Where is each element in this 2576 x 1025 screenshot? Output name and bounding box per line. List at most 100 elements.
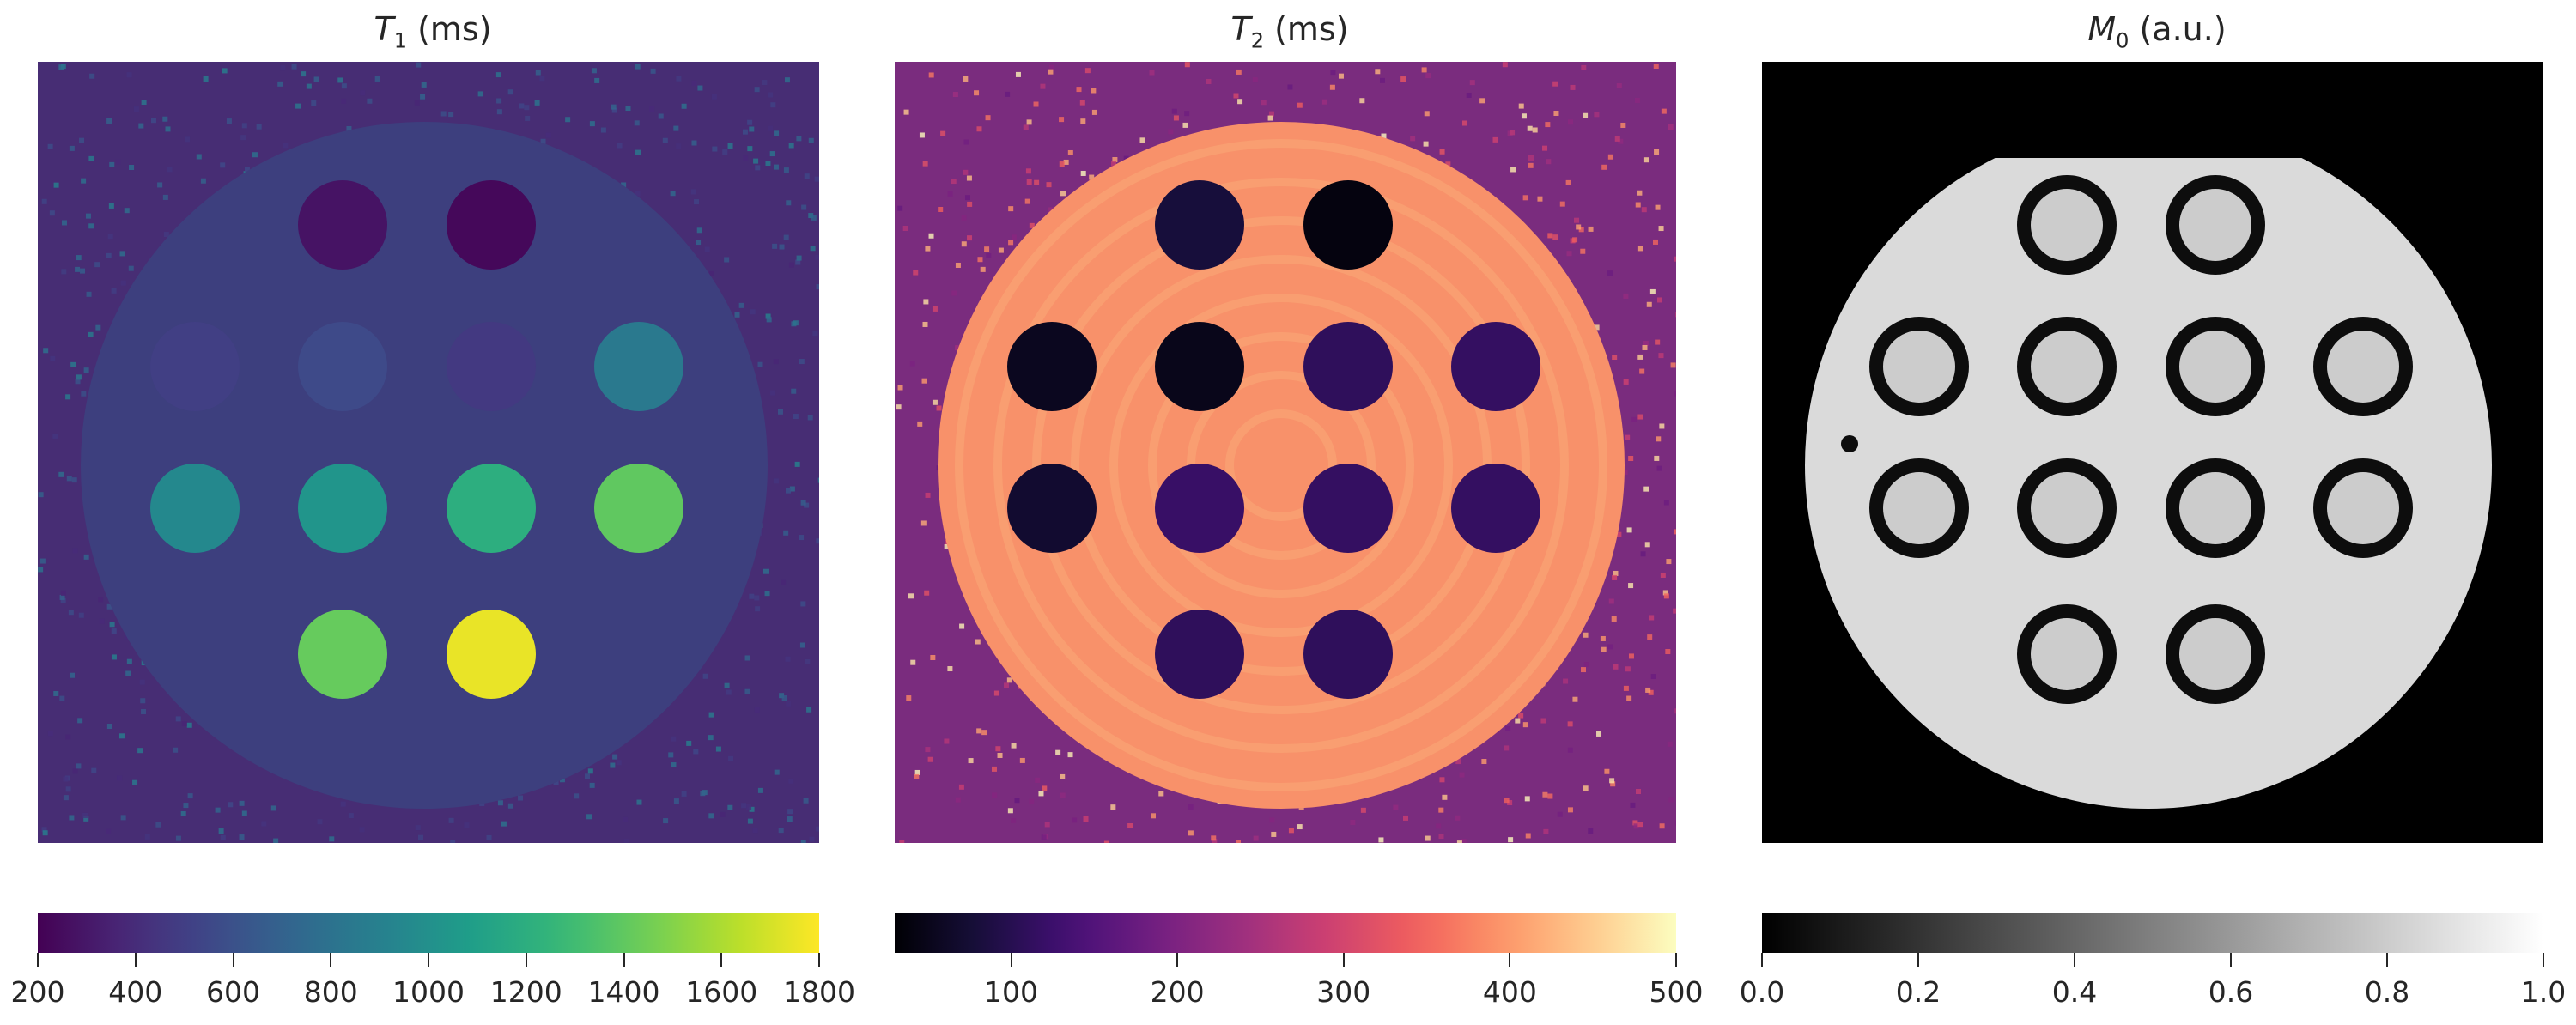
noise-speck — [106, 252, 112, 258]
noise-speck — [1029, 222, 1035, 228]
noise-speck — [144, 834, 150, 840]
noise-speck — [1375, 69, 1381, 75]
noise-speck — [1436, 823, 1442, 829]
noise-speck — [1505, 725, 1511, 731]
vial-r1-c2 — [2017, 175, 2117, 275]
noise-speck — [594, 77, 600, 83]
noise-speck — [899, 840, 905, 843]
noise-speck — [720, 811, 726, 817]
noise-speck — [1455, 759, 1461, 765]
noise-speck — [1559, 201, 1565, 207]
noise-speck — [341, 98, 347, 104]
noise-speck — [477, 91, 483, 97]
noise-speck — [507, 803, 513, 809]
colorbar-tick-label: 0.2 — [1895, 975, 1941, 1009]
noise-speck — [1393, 804, 1399, 810]
noise-speck — [1663, 500, 1669, 506]
noise-speck — [185, 136, 191, 143]
noise-speck — [785, 488, 791, 494]
noise-speck — [617, 143, 623, 149]
noise-speck — [79, 137, 85, 143]
vial-r2-c1 — [1869, 317, 1969, 416]
noise-speck — [1567, 807, 1573, 813]
noise-speck — [215, 807, 221, 813]
noise-speck — [162, 116, 168, 122]
noise-speck — [65, 786, 71, 792]
noise-speck — [1674, 820, 1676, 826]
noise-speck — [1424, 111, 1430, 117]
vial-r3-c1 — [1869, 458, 1969, 558]
noise-speck — [611, 107, 617, 113]
noise-speck — [1007, 808, 1013, 814]
vial-r2-c3 — [1303, 322, 1393, 411]
noise-speck — [1182, 122, 1188, 128]
noise-speck — [589, 121, 595, 127]
noise-speck — [1492, 136, 1498, 143]
noise-speck — [180, 810, 186, 816]
noise-speck — [1642, 344, 1648, 350]
noise-speck — [995, 746, 1001, 752]
noise-speck — [141, 99, 147, 105]
noise-speck — [163, 232, 169, 238]
noise-speck — [1184, 62, 1190, 68]
noise-speck — [1479, 98, 1485, 104]
noise-speck — [1188, 804, 1194, 810]
noise-speck — [141, 708, 147, 714]
noise-speck — [686, 740, 692, 746]
noise-speck — [1522, 195, 1528, 201]
noise-speck — [1581, 64, 1587, 70]
noise-speck — [1015, 71, 1021, 77]
noise-speck — [796, 136, 802, 142]
noise-speck — [106, 724, 112, 730]
noise-speck — [815, 254, 819, 260]
vial-r3-c1 — [1007, 464, 1097, 553]
noise-speck — [1110, 804, 1116, 810]
noise-speck — [1553, 110, 1559, 116]
noise-speck — [1596, 731, 1602, 737]
noise-speck — [1067, 752, 1073, 758]
noise-speck — [1048, 64, 1054, 70]
noise-speck — [795, 259, 801, 265]
noise-speck — [788, 143, 794, 149]
noise-speck — [280, 65, 286, 71]
noise-speck — [1023, 124, 1029, 130]
noise-speck — [1545, 122, 1551, 128]
noise-speck — [808, 213, 814, 219]
noise-speck — [1525, 833, 1531, 839]
noise-speck — [1438, 807, 1444, 813]
noise-speck — [1041, 834, 1047, 840]
noise-speck — [1425, 73, 1431, 79]
noise-speck — [88, 223, 94, 229]
noise-speck — [708, 270, 714, 276]
noise-speck — [770, 102, 776, 108]
m0-colorbar — [1762, 913, 2543, 953]
noise-speck — [1400, 76, 1406, 82]
noise-speck — [270, 805, 276, 811]
noise-speck — [1084, 68, 1091, 74]
noise-speck — [777, 409, 783, 415]
noise-speck — [1537, 196, 1543, 202]
noise-speck — [1006, 677, 1012, 683]
noise-speck — [1632, 820, 1638, 826]
noise-speck — [1637, 246, 1643, 252]
noise-speck — [804, 502, 810, 508]
noise-speck — [803, 798, 809, 804]
noise-speck — [787, 809, 793, 815]
noise-speck — [658, 113, 664, 119]
phantom-ring-artifact — [1225, 409, 1337, 521]
noise-speck — [1026, 179, 1032, 185]
noise-speck — [518, 795, 524, 801]
noise-speck — [753, 158, 759, 164]
noise-speck — [137, 748, 143, 754]
noise-speck — [1636, 789, 1642, 795]
noise-speck — [1578, 227, 1584, 233]
colorbar-tick — [2230, 953, 2232, 967]
noise-speck — [671, 736, 677, 742]
noise-speck — [621, 182, 627, 188]
noise-speck — [1583, 785, 1589, 791]
noise-speck — [1542, 145, 1548, 151]
noise-speck — [317, 819, 323, 825]
noise-speck — [955, 345, 961, 351]
noise-speck — [89, 73, 95, 79]
noise-speck — [374, 76, 380, 82]
